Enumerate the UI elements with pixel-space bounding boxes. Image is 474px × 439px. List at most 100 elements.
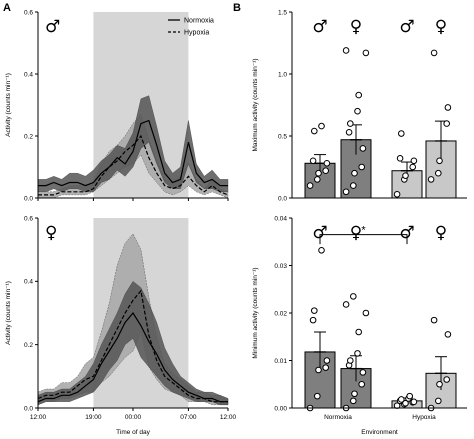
b-bottom-data-point [443, 376, 451, 383]
b-top-y-tick-label: 1.5 [278, 9, 287, 16]
b-top-data-point [396, 155, 404, 162]
a-bottom-plot: 0.0 0.2 0.4 0.6 12:00 19:00 00:00 07:00 12:00 Act… [5, 215, 237, 436]
b-bottom-data-point [398, 396, 405, 403]
b-bottom-data-point [314, 392, 321, 400]
a-bottom-y-tick-label: 0.4 [24, 279, 33, 286]
b-bottom-sex-label: ♀ [435, 223, 447, 243]
b-top-data-point [342, 188, 350, 196]
a-bottom-x-tick-label: 00:00 [125, 414, 142, 421]
panel-label-a: A [3, 2, 11, 14]
a-bottom-y-tick-label: 0.6 [24, 215, 33, 222]
a-top-y-tick-label: 0.4 [24, 71, 33, 78]
b-bottom-significance-star: * [361, 225, 366, 237]
b-bottom-plot: ♂ ♀ ♂ ♀ 0.00 0.01 0.02 0.03 0.04 Minimum activity… [252, 215, 467, 436]
a-top-band-normoxia [37, 95, 229, 193]
b-bottom-data-point [359, 369, 367, 376]
b-top-data-point [345, 128, 353, 136]
b-bottom-data-point [315, 366, 322, 374]
a-top-line-hypoxia [38, 134, 229, 196]
b-bottom-data-point [436, 380, 443, 388]
b-top-y-axis-label: Maximum activity (counts min⁻¹) [252, 59, 259, 152]
legend-label-hypoxia: Hypoxia [184, 30, 209, 37]
b-bottom-y-axis-label: Minimum activity (counts min⁻¹) [252, 267, 259, 358]
a-bottom-band-normoxia [37, 281, 229, 406]
b-bottom-data-point [347, 357, 354, 364]
b-bottom-y-tick-label: 0.04 [274, 215, 287, 222]
b-bottom-data-point [358, 380, 366, 388]
b-bottom-y-tick-label: 0.00 [274, 405, 287, 412]
b-top-data-point [436, 157, 443, 165]
b-bottom-sex-label: ♀ [350, 223, 362, 243]
b-bottom-data-point [430, 316, 438, 324]
b-bottom-data-point [351, 390, 358, 398]
b-bottom-data-point [309, 316, 317, 324]
panel-label-b: B [233, 2, 241, 14]
b-top-data-point [359, 145, 367, 152]
a-bottom-line-normoxia [37, 311, 228, 403]
b-bottom-data-point [402, 399, 409, 407]
b-bottom-y-tick-label: 0.02 [274, 310, 287, 317]
a-bottom-x-axis-label: Time of day [116, 429, 150, 436]
b-top-data-point [306, 182, 314, 189]
b-bottom-data-point [362, 309, 370, 317]
legend-label-normoxia: Normoxia [184, 18, 214, 25]
a-top-y-tick-label: 0.6 [24, 9, 33, 16]
b-bottom-group-label-normoxia: Normoxia [324, 414, 352, 421]
a-top-y-axis-label: Activity (counts min⁻¹) [5, 73, 12, 137]
b-top-data-point [315, 169, 322, 177]
b-top-sex-label: ♂ [399, 17, 414, 37]
b-bottom-y-tick-label: 0.03 [274, 263, 287, 270]
b-top-data-point [350, 182, 357, 189]
b-top-data-point [342, 47, 350, 54]
b-bottom-data-point [342, 301, 350, 308]
b-bottom-group-label-hypoxia: Hypoxia [412, 414, 436, 421]
b-bottom-sex-label: ♂ [312, 223, 327, 243]
b-bottom-data-point [444, 331, 452, 338]
b-bottom-y-tick-label: 0.01 [274, 358, 287, 365]
b-top-plot: ♂ ♀ ♂ ♀ 0.0 0.5 1.0 1.5 Maximum activity (counts… [252, 9, 467, 202]
b-top-data-point [430, 49, 438, 57]
a-top-sex-symbol: ♂ [45, 17, 60, 37]
b-top-data-point [362, 49, 370, 57]
b-top-data-point [314, 176, 321, 183]
b-bottom-data-point [323, 357, 331, 364]
b-top-data-point [402, 172, 409, 179]
b-bottom-data-point [354, 350, 361, 357]
b-top-data-point [410, 157, 418, 165]
b-top-data-point [354, 107, 361, 115]
b-top-data-point [318, 122, 325, 130]
a-bottom-y-tick-label: 0.2 [24, 342, 33, 349]
b-top-data-point [393, 190, 401, 198]
b-top-sex-label: ♀ [435, 17, 447, 37]
b-bottom-data-point [350, 293, 357, 300]
b-top-data-point [409, 163, 417, 171]
b-bottom-data-point [318, 247, 325, 254]
b-top-sex-label: ♂ [312, 17, 327, 37]
a-bottom-y-tick-label: 0.0 [24, 405, 33, 412]
a-top-y-tick-label: 0.0 [24, 195, 33, 202]
b-top-data-point [358, 163, 366, 171]
b-top-data-point [355, 91, 363, 99]
a-top-plot: 0.0 0.2 0.4 0.6 Activity (counts min⁻¹) ♂ Norm… [5, 9, 229, 202]
b-bottom-data-point [410, 398, 418, 406]
b-top-data-point [322, 167, 330, 175]
a-top-y-tick-label: 0.2 [24, 133, 33, 140]
b-top-data-point [444, 104, 452, 111]
b-top-y-tick-label: 0.5 [278, 133, 287, 140]
b-top-data-point [443, 120, 451, 127]
b-top-data-point [323, 159, 331, 167]
b-bottom-data-point [355, 328, 363, 336]
b-top-data-point [347, 120, 354, 127]
a-bottom-line-hypoxia [37, 289, 228, 403]
b-bottom-data-point [322, 364, 330, 371]
b-bottom-data-point [350, 397, 357, 405]
plots-layer: 0.0 0.2 0.4 0.6 Activity (counts min⁻¹) ♂ Norm… [5, 9, 467, 436]
a-top-line-normoxia [38, 119, 228, 187]
b-bottom-x-axis-label: Environment [361, 429, 398, 436]
a-bottom-sex-symbol: ♀ [45, 223, 57, 243]
b-top-data-point [398, 130, 405, 137]
a-bottom-y-axis-label: Activity (counts min⁻¹) [5, 281, 12, 345]
b-top-y-tick-label: 1.0 [278, 71, 287, 78]
b-top-data-point [427, 176, 435, 183]
b-bottom-data-point [406, 392, 414, 400]
